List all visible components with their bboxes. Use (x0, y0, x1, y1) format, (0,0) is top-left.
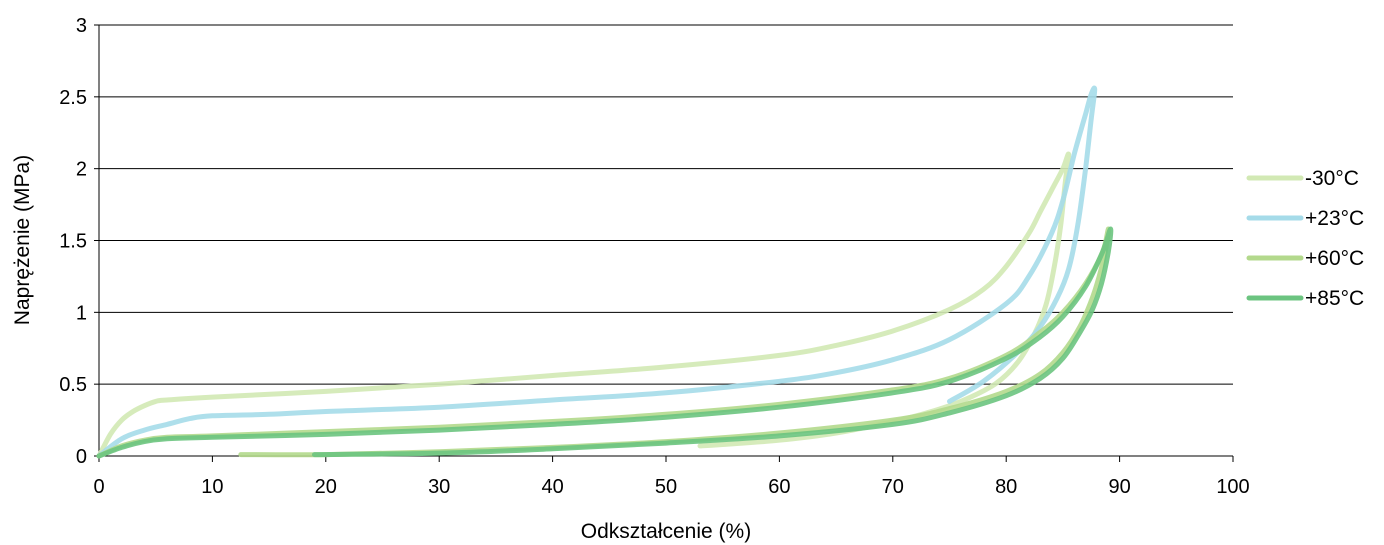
x-tick-label: 10 (201, 476, 223, 498)
y-axis-label: Naprężenie (MPa) (11, 155, 34, 325)
y-tick-label: 1 (76, 302, 87, 324)
legend-label: +23°C (1305, 207, 1364, 230)
x-tick-label: 30 (428, 476, 450, 498)
x-axis-label: Odkształcenie (%) (581, 520, 751, 543)
y-tick-label: 2 (76, 159, 87, 181)
tick-labels: 00.511.522.530 10 20 30 40 50 60 70 80 90 100 (59, 15, 1250, 498)
grid-lines (99, 24, 1233, 385)
x-tick-label: 100 (1216, 476, 1249, 498)
legend-label: -30°C (1305, 167, 1359, 190)
series-line-1 (96, 85, 1098, 459)
series-lines (96, 85, 1114, 459)
x-tick-label: 90 (1108, 476, 1130, 498)
x-tick-label: 50 (655, 476, 677, 498)
y-tick-label: 0 (76, 446, 87, 468)
y-tick-label: 2.5 (59, 87, 87, 109)
legend: -30°C +23°C +60°C +85°C (1246, 167, 1364, 310)
series-line-3 (96, 226, 1114, 459)
x-tick-label: 70 (882, 476, 904, 498)
y-tick-label: 0.5 (59, 374, 87, 396)
x-tick-label: 20 (315, 476, 337, 498)
x-tick-label: 80 (995, 476, 1017, 498)
series-line-0 (96, 151, 1072, 459)
x-tick-label: 40 (541, 476, 563, 498)
y-tick-label: 3 (76, 15, 87, 37)
y-tick-label: 1.5 (59, 231, 87, 253)
x-tick-label: 0 (93, 476, 104, 498)
legend-label: +60°C (1305, 247, 1364, 270)
legend-label: +85°C (1305, 287, 1364, 310)
x-tick-label: 60 (768, 476, 790, 498)
